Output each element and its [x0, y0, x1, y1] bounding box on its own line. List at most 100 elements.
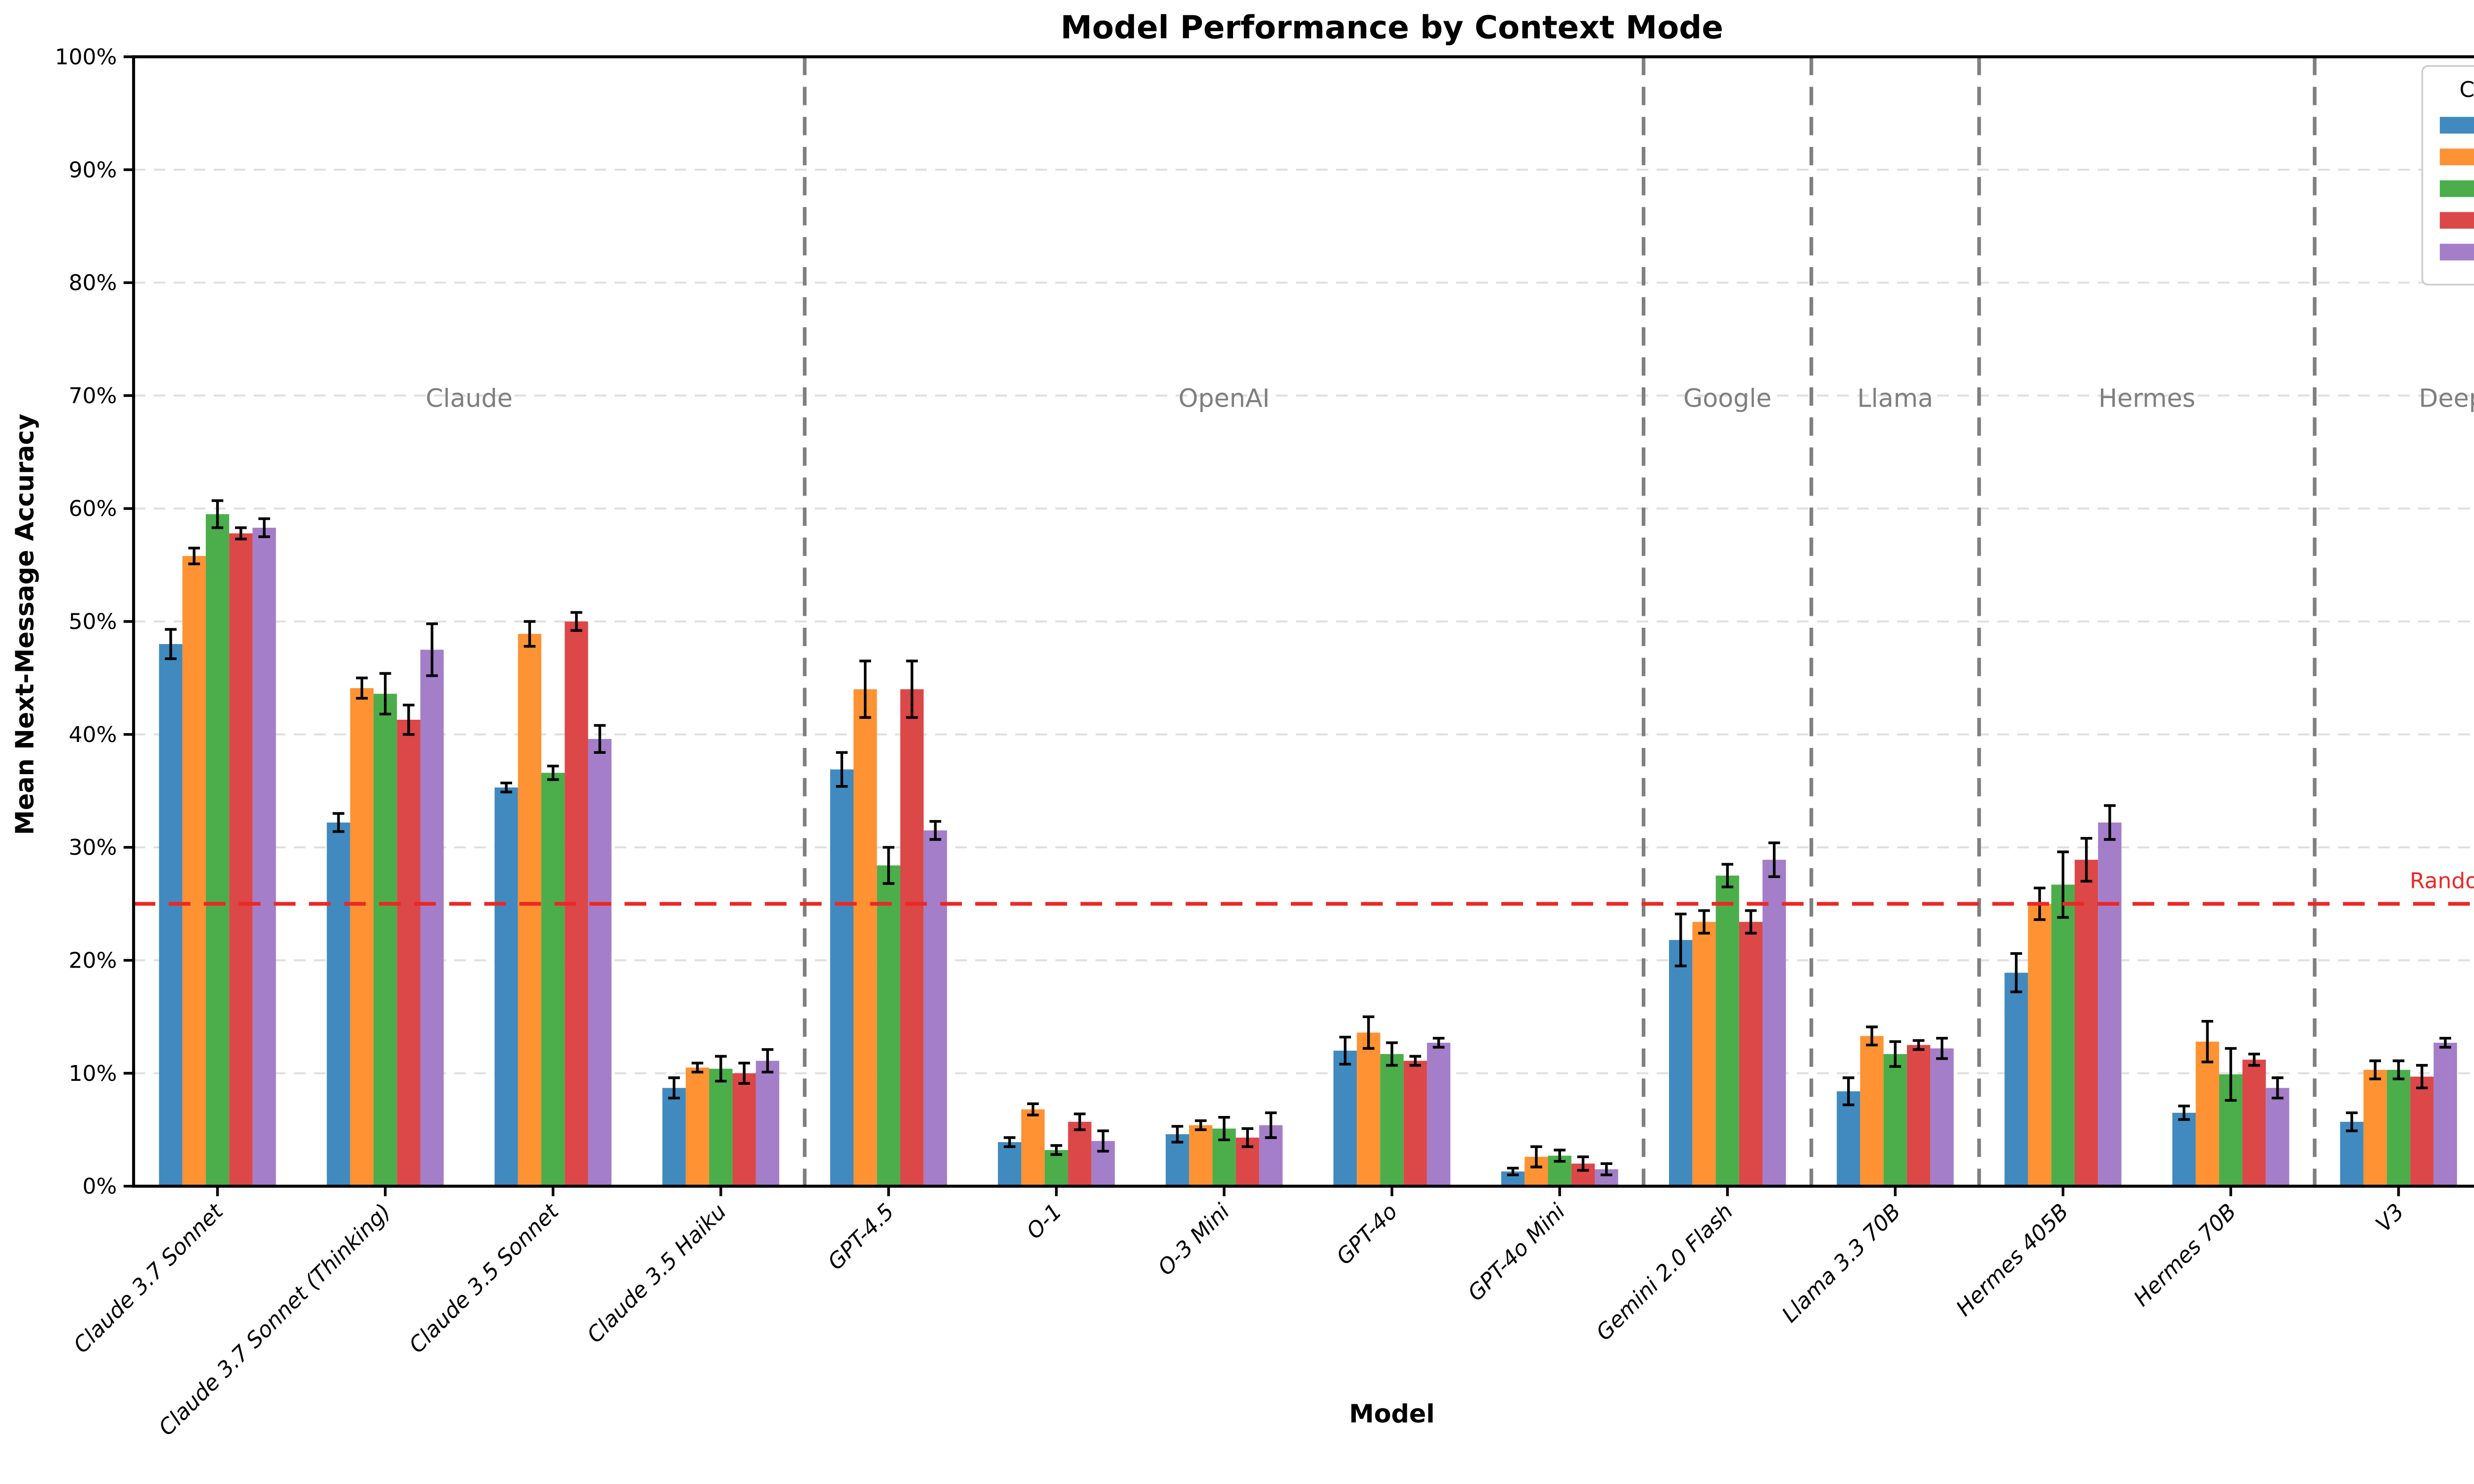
vendor-label-openai: OpenAI — [1179, 384, 1270, 413]
bar — [1669, 940, 1693, 1186]
bar — [1715, 876, 1739, 1186]
bar — [1883, 1054, 1907, 1186]
x-tick-label: V3 — [2371, 1199, 2409, 1237]
bar — [830, 769, 854, 1186]
x-tick-label: Claude 3.5 Sonnet — [404, 1198, 564, 1358]
legend: Context Mode No Context 50 Raw 50 Summary 1… — [2421, 65, 2474, 286]
x-tick-label: Hermes 405B — [1951, 1199, 2074, 1321]
x-tick-label: GPT-4.5 — [823, 1199, 899, 1275]
bar — [756, 1061, 779, 1186]
bar — [373, 694, 397, 1186]
legend-item: No Context — [2439, 112, 2474, 137]
reference-line-label: Random Guess (25%) — [2410, 870, 2474, 895]
x-tick-label: O-1 — [1022, 1199, 1067, 1244]
bar — [1333, 1050, 1357, 1186]
y-tick-label: 60% — [69, 496, 117, 521]
bar — [853, 689, 877, 1186]
legend-item: 100 Raw — [2439, 207, 2474, 232]
bar — [252, 527, 276, 1186]
bar — [2195, 1041, 2219, 1186]
bar — [541, 773, 565, 1186]
bar — [1021, 1109, 1045, 1186]
bar — [2410, 1076, 2434, 1186]
y-tick-label: 70% — [69, 383, 117, 409]
bar — [350, 688, 374, 1186]
bar — [709, 1068, 733, 1186]
legend-item: 50 Raw — [2439, 143, 2474, 169]
bar — [327, 822, 350, 1186]
y-tick-label: 90% — [69, 157, 117, 183]
x-tick-label: GPT-4o — [1332, 1199, 1402, 1270]
bar — [732, 1073, 756, 1186]
y-tick-label: 20% — [69, 948, 117, 973]
bar — [2242, 1060, 2266, 1186]
bar — [397, 719, 421, 1186]
legend-title: Context Mode — [2459, 78, 2474, 104]
bar — [2098, 822, 2122, 1186]
vendor-label-hermes: Hermes — [2098, 384, 2195, 413]
bar — [159, 644, 183, 1186]
bar — [877, 865, 901, 1186]
bar — [2051, 884, 2075, 1186]
legend-items: No Context 50 Raw 50 Summary 100 Raw 100 Sum… — [2439, 112, 2474, 264]
bar — [2386, 1069, 2411, 1186]
bar — [1189, 1125, 1213, 1186]
bar — [1403, 1061, 1427, 1186]
x-tick-label: Claude 3.5 Haiku — [582, 1199, 731, 1348]
legend-item: 50 Summary — [2439, 175, 2474, 200]
legend-swatch — [2439, 211, 2474, 228]
y-tick-label: 30% — [69, 835, 117, 860]
x-tick-label: O-3 Mini — [1153, 1199, 1235, 1281]
bar — [1427, 1042, 1451, 1186]
vendor-label-llama: Llama — [1857, 384, 1933, 413]
bar — [1837, 1091, 1860, 1186]
bar — [420, 649, 444, 1186]
bar — [2266, 1088, 2289, 1186]
x-axis-title: Model — [1349, 1399, 1435, 1429]
y-tick-label: 50% — [69, 609, 117, 635]
legend-swatch — [2439, 243, 2474, 260]
bar — [1045, 1150, 1068, 1186]
vendor-label-google: Google — [1683, 384, 1771, 413]
bar — [1380, 1054, 1404, 1186]
bar — [1357, 1032, 1380, 1186]
bar — [1068, 1121, 1092, 1186]
bar — [518, 634, 542, 1186]
bar — [588, 739, 612, 1186]
bar — [2340, 1121, 2364, 1186]
vendor-label-deepseek: DeepSeek — [2419, 384, 2474, 413]
bar — [2004, 973, 2028, 1186]
bar — [229, 533, 253, 1186]
y-tick-label: 0% — [83, 1174, 117, 1199]
bar — [662, 1088, 686, 1186]
legend-item: 100 Summary — [2439, 239, 2474, 264]
bar — [998, 1142, 1022, 1186]
bar — [685, 1067, 710, 1186]
bar — [1860, 1036, 1884, 1186]
bar — [494, 787, 518, 1186]
y-tick-label: 100% — [55, 45, 117, 70]
legend-swatch — [2439, 179, 2474, 196]
bar — [1762, 860, 1786, 1186]
legend-swatch — [2439, 116, 2474, 133]
bar — [2363, 1069, 2387, 1186]
bar — [182, 556, 206, 1186]
y-tick-label: 10% — [69, 1061, 117, 1086]
bar — [900, 689, 924, 1186]
y-tick-label: 80% — [69, 271, 117, 296]
bar — [1692, 922, 1716, 1186]
bar — [2074, 860, 2098, 1186]
x-tick-label: Llama 3.3 70B — [1777, 1199, 1906, 1328]
bar — [2433, 1042, 2457, 1186]
x-tick-label: Hermes 70B — [2129, 1199, 2241, 1311]
bar — [205, 514, 230, 1186]
vendor-label-claude: Claude — [426, 384, 513, 413]
x-tick-label: Gemini 2.0 Flash — [1591, 1199, 1738, 1346]
bar — [1906, 1045, 1931, 1186]
bar — [1930, 1048, 1954, 1186]
y-tick-label: 40% — [69, 722, 117, 747]
bar — [2172, 1113, 2196, 1186]
